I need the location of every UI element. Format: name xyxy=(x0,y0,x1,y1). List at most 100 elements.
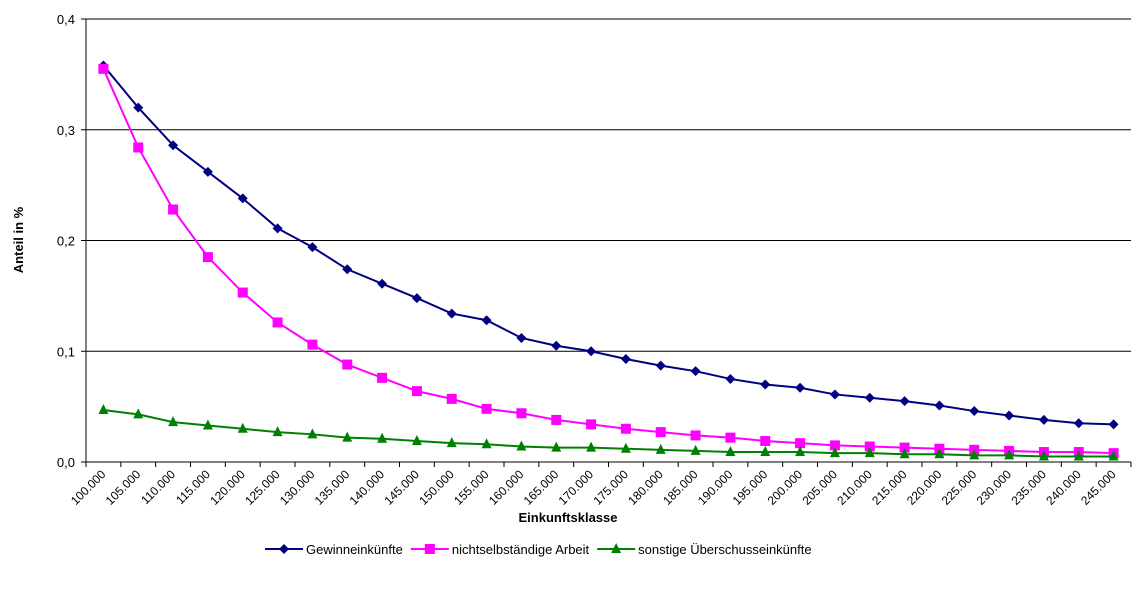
data-point xyxy=(829,389,840,400)
x-tick-label: 240.000 xyxy=(1043,467,1084,508)
series-line xyxy=(103,408,1114,458)
y-tick-labels: 0,0 0,1 0,2 0,3 0,4 xyxy=(57,12,75,470)
data-point xyxy=(342,359,353,370)
x-tick-label: 140.000 xyxy=(347,467,388,508)
x-tick-label: 135.000 xyxy=(312,467,353,508)
data-point xyxy=(725,446,736,457)
data-point xyxy=(551,340,562,351)
series-1 xyxy=(98,60,1119,430)
data-point xyxy=(934,448,945,459)
legend-marker xyxy=(424,544,435,554)
data-point xyxy=(237,287,248,298)
y-tick-label: 0,4 xyxy=(57,12,75,27)
data-point xyxy=(620,442,631,453)
data-point xyxy=(272,426,283,437)
legend-item: Gewinneinkünfte xyxy=(265,542,403,557)
data-point xyxy=(760,379,771,390)
series-line xyxy=(102,64,1114,426)
x-tick-label: 155.000 xyxy=(451,467,492,508)
x-tick-label: 215.000 xyxy=(869,467,910,508)
data-point xyxy=(168,204,179,215)
data-point xyxy=(237,422,248,433)
legend-item: nichtselbständige Arbeit xyxy=(410,542,590,557)
series xyxy=(98,60,1119,461)
data-point xyxy=(377,278,388,289)
data-point xyxy=(516,332,527,343)
data-point xyxy=(272,317,283,328)
data-point xyxy=(516,440,527,451)
x-tick-label: 110.000 xyxy=(138,467,178,507)
data-point xyxy=(168,416,179,427)
y-tick-label: 0,3 xyxy=(57,123,75,138)
data-point xyxy=(307,339,318,350)
data-point xyxy=(133,408,144,419)
data-point xyxy=(760,446,771,457)
x-tick-label: 185.000 xyxy=(660,467,701,508)
y-tick-label: 0,1 xyxy=(57,344,75,359)
x-tick-label: 195.000 xyxy=(730,467,771,508)
data-point xyxy=(237,193,248,204)
data-point xyxy=(377,372,388,383)
data-point xyxy=(272,223,283,234)
data-point xyxy=(1108,419,1119,430)
x-tick-label: 125.000 xyxy=(242,467,283,508)
x-tick-label: 175.000 xyxy=(590,467,631,508)
legend-label: sonstige Überschusseinkünfte xyxy=(638,542,811,557)
data-point xyxy=(586,419,597,430)
legend-marker xyxy=(279,544,289,554)
legend-label: Gewinneinkünfte xyxy=(306,542,403,557)
data-point xyxy=(481,315,492,326)
data-point xyxy=(307,242,318,253)
data-point xyxy=(307,428,318,439)
data-point xyxy=(899,396,910,407)
data-point xyxy=(620,354,631,365)
x-tick-label: 150.000 xyxy=(416,467,457,508)
data-point xyxy=(725,432,736,443)
x-tick-labels: 100.000105.000110.000115.000120.000125.0… xyxy=(68,467,1119,508)
x-tick-label: 205.000 xyxy=(799,467,840,508)
data-point xyxy=(934,400,945,411)
data-point xyxy=(690,444,701,455)
data-point xyxy=(829,447,840,458)
data-point xyxy=(586,441,597,452)
y-tick-label: 0,2 xyxy=(57,234,75,249)
data-point xyxy=(864,441,875,452)
data-point xyxy=(551,441,562,452)
data-point xyxy=(98,63,109,74)
data-point xyxy=(969,449,980,460)
gridlines xyxy=(86,18,1131,352)
x-tick-label: 165.000 xyxy=(521,467,562,508)
data-point xyxy=(829,440,840,451)
x-tick-label: 220.000 xyxy=(904,467,945,508)
data-point xyxy=(655,360,666,371)
data-point xyxy=(411,434,422,445)
x-tick-label: 145.000 xyxy=(381,467,422,508)
data-point xyxy=(446,437,457,448)
data-point xyxy=(655,427,666,438)
data-point xyxy=(1004,410,1015,421)
x-tick-label: 115.000 xyxy=(173,467,213,507)
data-point xyxy=(168,140,179,151)
data-point xyxy=(551,414,562,425)
series-3 xyxy=(98,403,1119,461)
data-point xyxy=(1073,450,1084,461)
data-point xyxy=(411,293,422,304)
data-point xyxy=(620,423,631,434)
x-tick-label: 245.000 xyxy=(1078,467,1119,508)
x-tick-label: 235.000 xyxy=(1008,467,1049,508)
data-point xyxy=(342,264,353,275)
x-tick-label: 130.000 xyxy=(277,467,318,508)
legend-marker xyxy=(611,543,622,553)
x-axis-title: Einkunftsklasse xyxy=(519,510,618,525)
data-point xyxy=(133,102,144,113)
data-point xyxy=(202,252,213,263)
data-point xyxy=(795,446,806,457)
series-2 xyxy=(98,63,1119,459)
x-tick-label: 100.000 xyxy=(68,467,109,508)
data-point xyxy=(655,443,666,454)
legend-label: nichtselbständige Arbeit xyxy=(452,542,590,557)
x-tick-label: 170.000 xyxy=(556,467,597,508)
data-point xyxy=(1073,418,1084,429)
